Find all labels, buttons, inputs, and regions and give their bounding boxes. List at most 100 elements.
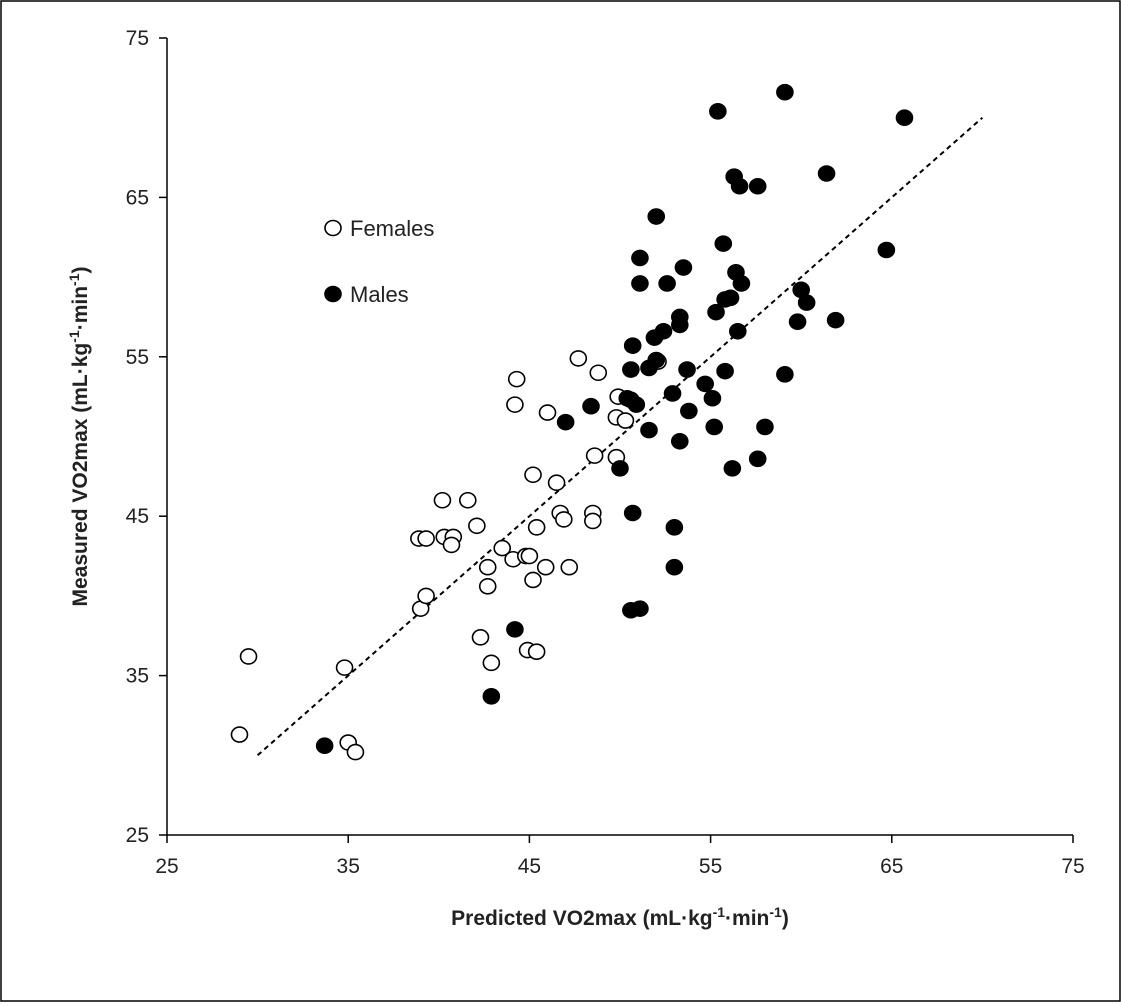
females-point — [569, 350, 588, 367]
males-legend-label: Males — [350, 282, 409, 307]
females-point — [239, 648, 258, 665]
y-title-end: ) — [69, 267, 92, 274]
males-point — [748, 177, 767, 195]
females-point — [536, 558, 555, 576]
males-point — [663, 385, 682, 402]
males-point — [716, 362, 734, 380]
females-point — [506, 396, 524, 413]
x-tick-label: 75 — [1061, 855, 1084, 878]
males-point — [665, 519, 684, 536]
males-point — [776, 83, 794, 101]
males-point — [723, 460, 742, 477]
females-point — [527, 519, 546, 536]
males-point — [707, 303, 725, 321]
females-point — [417, 587, 435, 605]
females-point — [471, 629, 490, 646]
x-tick-labels: 25 35 45 55 65 75 — [155, 835, 1085, 878]
males-point — [631, 600, 649, 617]
trend-line — [256, 116, 984, 757]
females-point — [468, 517, 486, 535]
females-point — [589, 364, 608, 382]
females-point — [493, 539, 512, 557]
y-tick-label: 65 — [126, 186, 149, 209]
y-tick-label: 45 — [126, 505, 149, 528]
females-point — [335, 659, 354, 676]
females-point — [524, 571, 542, 589]
males-point — [640, 421, 658, 439]
males-point — [647, 208, 666, 225]
x-title-mid: ·min — [725, 907, 769, 930]
males-point — [623, 337, 642, 354]
axes — [166, 38, 1073, 836]
males-point — [728, 322, 747, 340]
males-point — [506, 621, 524, 638]
x-title-end: ) — [782, 907, 789, 930]
females-point — [524, 466, 542, 484]
males-point — [315, 737, 334, 755]
males-point — [623, 504, 642, 522]
males-point — [627, 396, 646, 413]
females-point — [538, 404, 557, 421]
y-title-sup1: -1 — [66, 330, 82, 343]
females-point — [478, 578, 497, 595]
females-point — [555, 511, 573, 528]
males-point — [788, 313, 807, 331]
females-point — [478, 558, 497, 576]
females-point — [584, 512, 602, 530]
males-point — [631, 249, 649, 267]
x-tick-label: 55 — [699, 855, 722, 878]
x-tick-label: 45 — [518, 855, 541, 878]
males-point — [658, 275, 676, 292]
y-tick-label: 75 — [126, 27, 149, 50]
males-point — [776, 366, 794, 383]
y-title-mid: ·min — [69, 286, 92, 330]
males-point — [482, 688, 501, 705]
females-point — [346, 743, 365, 761]
y-tick-label: 35 — [126, 665, 149, 688]
x-title-sup1: -1 — [713, 904, 726, 920]
legend: Females Males — [324, 216, 434, 307]
males-point — [756, 418, 774, 436]
y-tick-label: 25 — [126, 824, 149, 847]
females-legend-label: Females — [350, 216, 434, 241]
males-point — [703, 389, 722, 407]
y-title-main: Measured VO2max (mL·kg — [69, 343, 92, 607]
males-point — [678, 361, 696, 378]
males-point — [721, 289, 740, 307]
females-point — [482, 654, 501, 672]
males-point — [647, 351, 666, 369]
males-point — [670, 432, 689, 450]
males-point — [622, 361, 640, 378]
y-title-sup2: -1 — [66, 273, 82, 286]
males-point — [730, 177, 749, 195]
males-point — [674, 259, 693, 276]
males-point — [748, 450, 767, 468]
x-title-main: Predicted VO2max (mL·kg — [451, 907, 712, 930]
males-point — [709, 103, 727, 120]
males-point — [877, 241, 896, 259]
data-points — [230, 83, 914, 761]
males-point — [696, 375, 714, 393]
males-point — [732, 275, 751, 292]
males-point — [631, 275, 649, 292]
y-axis-title: Measured VO2max (mL·kg-1·min-1) — [66, 267, 92, 607]
x-tick-label: 25 — [155, 855, 178, 878]
females-point — [458, 491, 477, 509]
y-tick-labels: 25 35 45 55 65 75 — [126, 27, 167, 847]
females-point — [417, 530, 435, 547]
males-point — [895, 109, 914, 126]
females-point — [547, 474, 566, 492]
males-point — [654, 322, 673, 340]
males-legend-marker — [324, 285, 342, 303]
x-tick-label: 65 — [880, 855, 903, 878]
males-point — [680, 402, 698, 420]
males-point — [611, 460, 629, 477]
males-point — [714, 235, 733, 252]
males-point — [817, 165, 836, 182]
males-point — [797, 294, 816, 311]
females-point — [433, 491, 452, 509]
y-tick-label: 55 — [126, 346, 149, 369]
